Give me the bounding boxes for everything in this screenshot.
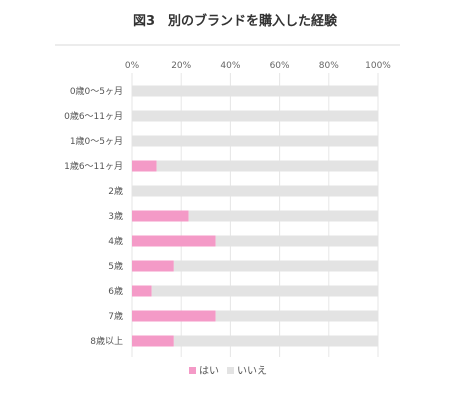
chart-title: 図3 別のブランドを購入した経験 — [133, 13, 338, 29]
bar-no — [151, 285, 378, 297]
category-labels: 0歳0〜5ヶ月 0歳6〜11ヶ月 1歳0〜5ヶ月 1歳6〜11ヶ月 2歳 3歳 4歳 5歳 6歳… — [64, 85, 123, 347]
x-tick-label: 20% — [171, 61, 191, 71]
category-label: 2歳 — [108, 185, 123, 197]
x-tick-label: 0% — [125, 61, 140, 71]
legend: はい いいえ — [189, 365, 267, 377]
x-tick-label: 80% — [319, 61, 339, 71]
category-label: 1歳0〜5ヶ月 — [70, 135, 123, 147]
bar-yes — [132, 235, 216, 247]
bar-yes — [132, 160, 157, 172]
bar-no — [215, 235, 378, 247]
bar-no — [132, 85, 378, 97]
bar-yes — [132, 310, 216, 322]
bar-no — [132, 135, 378, 147]
bar-yes — [132, 210, 189, 222]
bar-no — [132, 110, 378, 122]
bar-yes — [132, 285, 152, 297]
category-label: 0歳6〜11ヶ月 — [64, 110, 123, 122]
bar-no — [173, 335, 378, 347]
x-tick-label: 100% — [365, 61, 391, 71]
bar-no — [132, 185, 378, 197]
x-axis-ticks: 0% 20% 40% 60% 80% 100% — [125, 61, 391, 71]
category-label: 6歳 — [108, 285, 123, 297]
legend-label: いいえ — [237, 365, 267, 377]
x-tick-label: 60% — [270, 61, 290, 71]
bar-no — [188, 210, 378, 222]
category-label: 0歳0〜5ヶ月 — [70, 85, 123, 97]
category-label: 3歳 — [108, 210, 123, 222]
legend-swatch — [227, 367, 234, 374]
bar-no — [173, 260, 378, 272]
category-label: 5歳 — [108, 260, 123, 272]
bar-no — [156, 160, 378, 172]
legend-swatch — [189, 367, 196, 374]
category-label: 1歳6〜11ヶ月 — [64, 160, 123, 172]
bar-no — [215, 310, 378, 322]
bar-yes — [132, 260, 174, 272]
x-tick-label: 40% — [220, 61, 240, 71]
legend-label: はい — [199, 365, 219, 377]
category-label: 4歳 — [108, 235, 123, 247]
bars — [132, 85, 378, 347]
category-label: 8歳以上 — [90, 335, 123, 347]
category-label: 7歳 — [108, 310, 123, 322]
bar-yes — [132, 335, 174, 347]
